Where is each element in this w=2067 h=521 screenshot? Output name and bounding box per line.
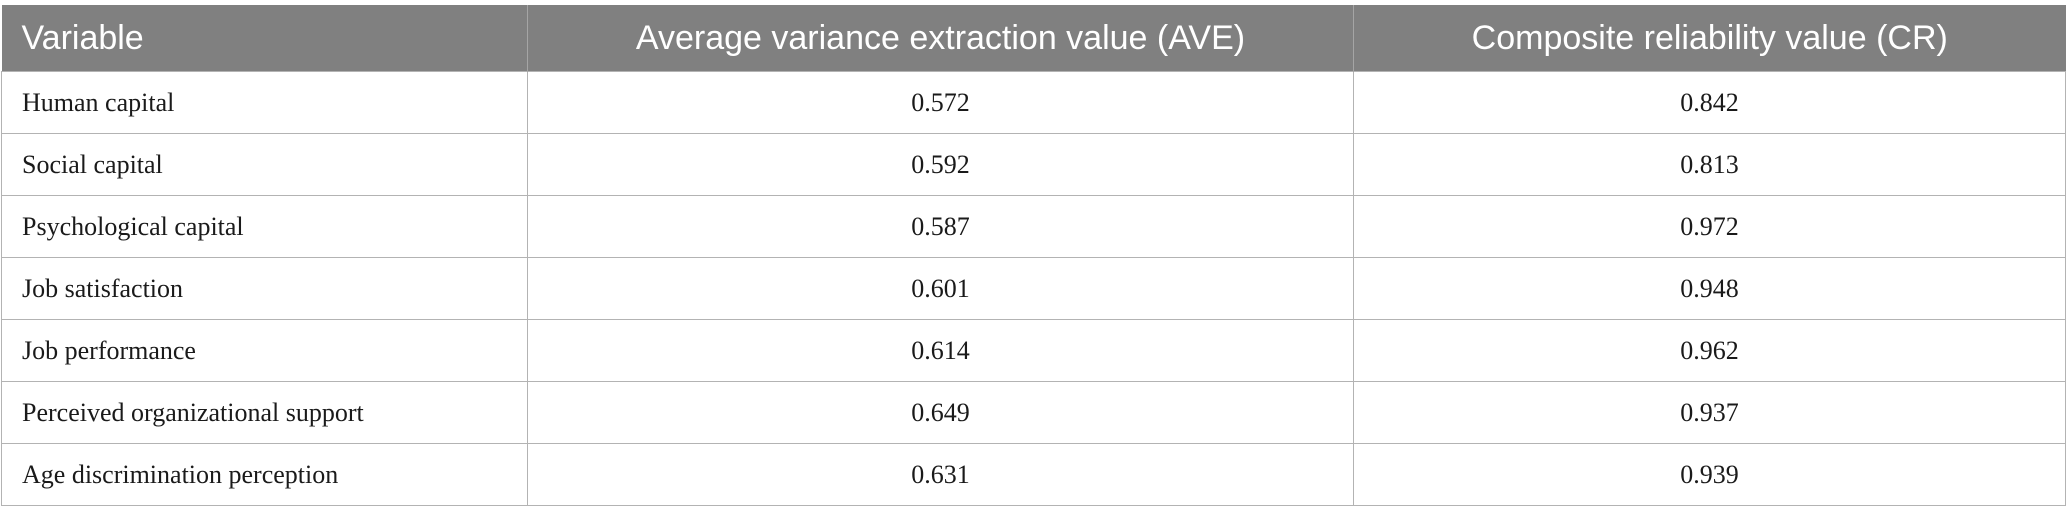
table-row: Perceived organizational support 0.649 0… [1,381,2066,444]
table-row: Job satisfaction 0.601 0.948 [1,257,2066,320]
data-table-container: Variable Average variance extraction val… [1,5,2066,506]
cell-cr: 0.813 [1353,133,2066,196]
cell-ave: 0.587 [527,195,1354,258]
cell-ave: 0.572 [527,71,1354,134]
table-row: Social capital 0.592 0.813 [1,133,2066,196]
header-ave: Average variance extraction value (AVE) [527,5,1354,72]
cell-cr: 0.842 [1353,71,2066,134]
cell-cr: 0.937 [1353,381,2066,444]
cell-ave: 0.614 [527,319,1354,382]
ave-cr-table: Variable Average variance extraction val… [1,5,2066,506]
table-row: Job performance 0.614 0.962 [1,319,2066,382]
table-row: Psychological capital 0.587 0.972 [1,195,2066,258]
table-row: Age discrimination perception 0.631 0.93… [1,443,2066,506]
cell-variable: Social capital [1,133,528,196]
header-cr: Composite reliability value (CR) [1353,5,2066,72]
cell-cr: 0.962 [1353,319,2066,382]
cell-variable: Age discrimination perception [1,443,528,506]
header-variable: Variable [1,5,528,72]
cell-cr: 0.939 [1353,443,2066,506]
cell-variable: Job performance [1,319,528,382]
header-row: Variable Average variance extraction val… [1,5,2066,72]
table-header: Variable Average variance extraction val… [1,5,2066,72]
cell-ave: 0.592 [527,133,1354,196]
cell-variable: Psychological capital [1,195,528,258]
table-body: Human capital 0.572 0.842 Social capital… [1,71,2066,506]
cell-cr: 0.948 [1353,257,2066,320]
cell-variable: Perceived organizational support [1,381,528,444]
cell-ave: 0.601 [527,257,1354,320]
cell-cr: 0.972 [1353,195,2066,258]
cell-ave: 0.631 [527,443,1354,506]
cell-ave: 0.649 [527,381,1354,444]
cell-variable: Human capital [1,71,528,134]
cell-variable: Job satisfaction [1,257,528,320]
table-row: Human capital 0.572 0.842 [1,71,2066,134]
